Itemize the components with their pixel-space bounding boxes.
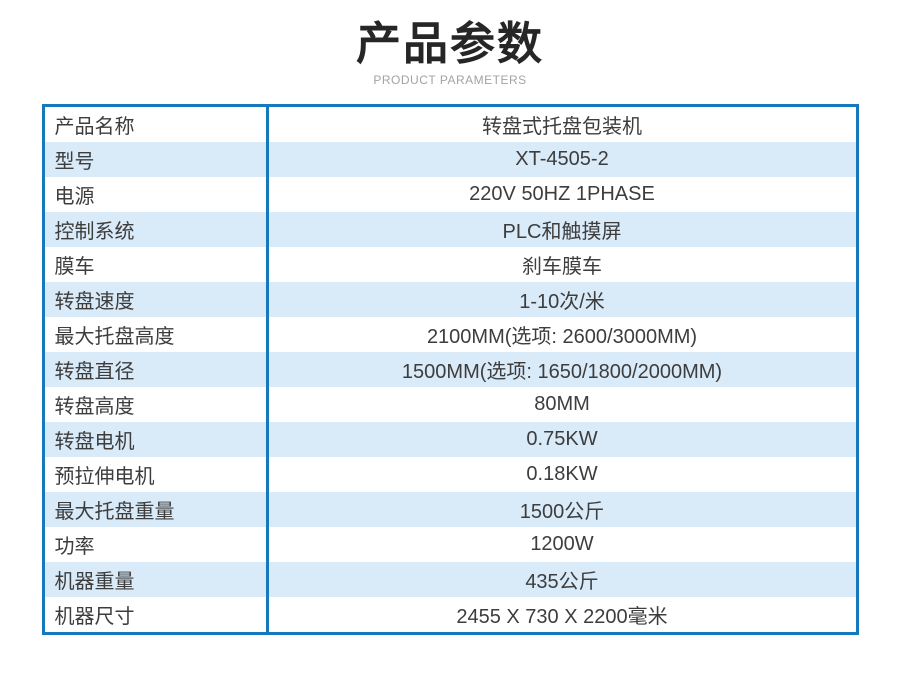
spec-label: 转盘直径 xyxy=(43,351,269,387)
spec-value: 刹车膜车 xyxy=(522,255,602,278)
spec-value: 220V 50HZ 1PHASE xyxy=(469,182,655,205)
table-row: 机器重量 435公斤 xyxy=(43,561,857,597)
spec-value: PLC和触摸屏 xyxy=(502,220,622,243)
spec-value: 1200W xyxy=(530,532,594,555)
spec-value: 1500MM(选项: 1650/1800/2000MM) xyxy=(401,360,723,383)
spec-label: 功率 xyxy=(43,526,269,562)
table-row: 型号 XT-4505-2 xyxy=(43,141,857,177)
table-row: 转盘高度 80MM xyxy=(43,386,857,422)
spec-label: 膜车 xyxy=(43,246,269,282)
page-header: 产品参数 PRODUCT PARAMETERS xyxy=(0,0,900,87)
spec-value: 1500公斤 xyxy=(519,500,605,523)
spec-value: 转盘式托盘包装机 xyxy=(482,115,642,138)
spec-label: 机器重量 xyxy=(43,561,269,597)
spec-label: 产品名称 xyxy=(43,105,269,142)
spec-value: 0.18KW xyxy=(526,462,598,485)
table-row: 转盘电机 0.75KW xyxy=(43,421,857,457)
table-row: 膜车 刹车膜车 xyxy=(43,246,857,282)
spec-label: 最大托盘高度 xyxy=(43,316,269,352)
table-row: 电源 220V 50HZ 1PHASE xyxy=(43,176,857,212)
spec-label: 预拉伸电机 xyxy=(43,456,269,492)
spec-value: 0.75KW xyxy=(526,427,598,450)
page-title: 产品参数 xyxy=(355,18,544,69)
table-row: 功率 1200W xyxy=(43,526,857,562)
table-row: 控制系统 PLC和触摸屏 xyxy=(43,211,857,247)
spec-value: 80MM xyxy=(534,392,590,415)
table-row: 预拉伸电机 0.18KW xyxy=(43,456,857,492)
table-row: 最大托盘重量 1500公斤 xyxy=(43,491,857,527)
spec-table: 产品名称 转盘式托盘包装机 型号 XT-4505-2 电源 220V 50HZ … xyxy=(41,103,859,635)
spec-value: 435公斤 xyxy=(525,570,599,593)
table-row: 产品名称 转盘式托盘包装机 xyxy=(43,105,857,142)
table-row: 最大托盘高度 2100MM(选项: 2600/3000MM) xyxy=(43,316,857,352)
spec-label: 控制系统 xyxy=(43,211,269,247)
spec-value: XT-4505-2 xyxy=(515,147,609,170)
table-row: 转盘速度 1-10次/米 xyxy=(43,281,857,317)
spec-label: 转盘高度 xyxy=(43,386,269,422)
spec-label: 转盘电机 xyxy=(43,421,269,457)
page-subtitle: PRODUCT PARAMETERS xyxy=(373,72,527,87)
spec-table-body: 产品名称 转盘式托盘包装机 型号 XT-4505-2 电源 220V 50HZ … xyxy=(43,105,857,634)
spec-label: 电源 xyxy=(43,176,269,212)
spec-value: 2100MM(选项: 2600/3000MM) xyxy=(426,325,698,348)
spec-label: 机器尺寸 xyxy=(43,596,269,634)
spec-label: 转盘速度 xyxy=(43,281,269,317)
spec-label: 型号 xyxy=(43,141,269,177)
table-row: 机器尺寸 2455 X 730 X 2200毫米 xyxy=(43,596,857,634)
spec-value: 1-10次/米 xyxy=(519,290,605,313)
spec-table-container: 产品名称 转盘式托盘包装机 型号 XT-4505-2 电源 220V 50HZ … xyxy=(41,103,859,635)
spec-label: 最大托盘重量 xyxy=(43,491,269,527)
table-row: 转盘直径 1500MM(选项: 1650/1800/2000MM) xyxy=(43,351,857,387)
spec-value: 2455 X 730 X 2200毫米 xyxy=(456,605,668,628)
